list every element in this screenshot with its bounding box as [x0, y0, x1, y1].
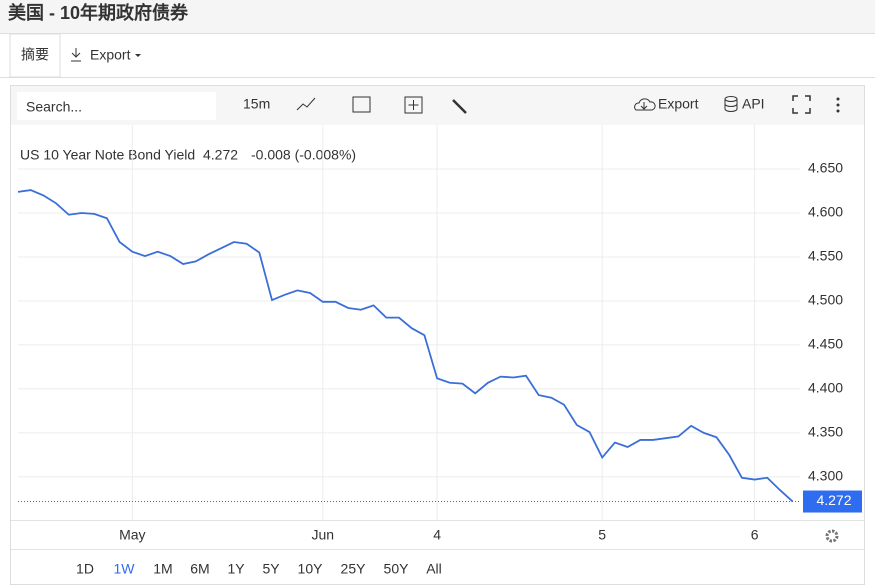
y-tick-label: 4.450: [808, 336, 843, 352]
range-button[interactable]: 1M: [153, 561, 172, 577]
x-tick-label: Jun: [312, 527, 335, 543]
export-button[interactable]: Export: [658, 96, 699, 112]
range-button[interactable]: 1W: [114, 561, 136, 577]
gear-icon[interactable]: [825, 529, 839, 543]
series-name: US 10 Year Note Bond Yield: [20, 147, 195, 163]
y-tick-label: 4.350: [808, 424, 843, 440]
api-button[interactable]: API: [742, 96, 765, 112]
search-placeholder[interactable]: Search...: [26, 99, 82, 115]
range-button[interactable]: 5Y: [262, 561, 280, 577]
range-button[interactable]: 1D: [76, 561, 94, 577]
y-tick-label: 4.300: [808, 468, 843, 484]
range-button[interactable]: 50Y: [384, 561, 410, 577]
api-icon: [724, 99, 738, 112]
y-tick-label: 4.400: [808, 380, 843, 396]
menu-icon[interactable]: [836, 97, 840, 113]
search-box[interactable]: [17, 92, 216, 120]
interval[interactable]: 15m: [243, 96, 270, 112]
range-button[interactable]: All: [426, 561, 442, 577]
last-price-box: [803, 490, 862, 513]
x-tick-label: May: [119, 527, 145, 543]
calendar-icon[interactable]: [352, 96, 371, 113]
export-icon: [634, 98, 656, 111]
x-tick-label: 6: [751, 527, 759, 543]
fullscreen-icon[interactable]: [792, 95, 811, 114]
tab[interactable]: Export: [90, 47, 131, 63]
x-tick-label: 5: [598, 527, 606, 543]
tab[interactable]: 摘要: [21, 47, 49, 63]
add-icon-plus: [408, 100, 419, 110]
tab-active[interactable]: [9, 33, 61, 78]
settings-icon[interactable]: [452, 99, 467, 114]
caret: [135, 54, 141, 57]
y-tick-label: 4.650: [808, 160, 843, 176]
y-tick-label: 4.500: [808, 292, 843, 308]
y-tick-label: 4.600: [808, 204, 843, 220]
chart-type-icon[interactable]: [296, 97, 316, 111]
series-line: [17, 189, 794, 503]
add-icon[interactable]: [404, 96, 423, 114]
download-icon: [71, 48, 81, 62]
page-title: 美国 - 10年期政府债券: [8, 2, 189, 23]
range-button[interactable]: 25Y: [341, 561, 367, 577]
range-button[interactable]: 1Y: [227, 561, 245, 577]
x-tick-label: 4: [433, 527, 441, 543]
title-bar: [0, 0, 875, 33]
range-button[interactable]: 6M: [190, 561, 209, 577]
y-tick-label: 4.550: [808, 248, 843, 264]
change: -0.008 (-0.008%): [251, 147, 356, 163]
last-value: 4.272: [203, 147, 238, 163]
range-button[interactable]: 10Y: [298, 561, 324, 577]
last-price-label: 4.272: [816, 492, 851, 508]
